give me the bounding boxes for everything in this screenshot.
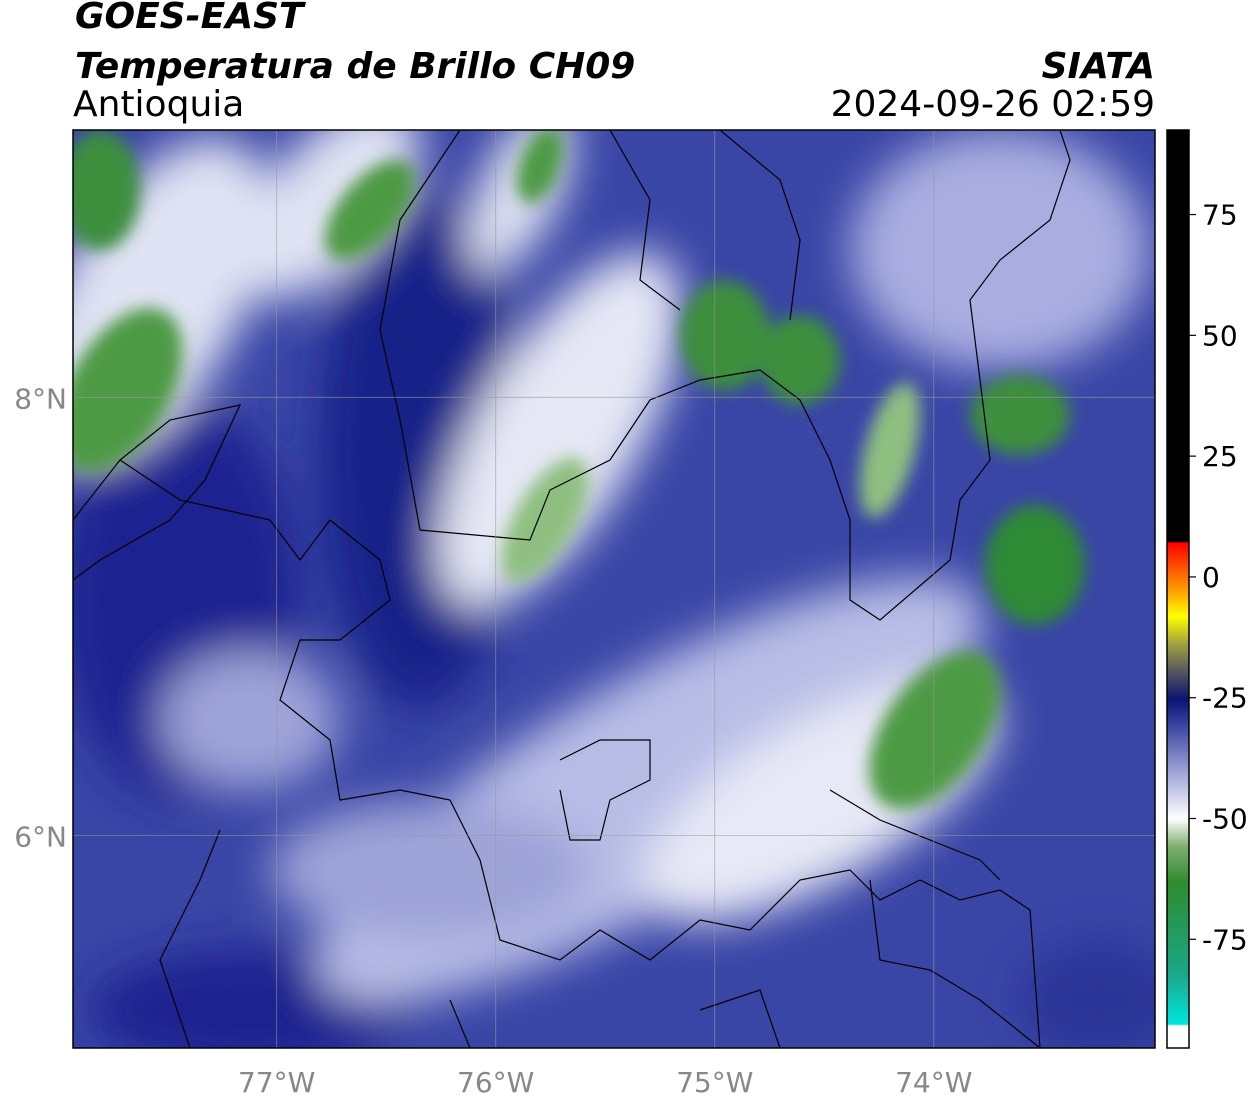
- source-label: SIATA: [1042, 46, 1155, 87]
- graticule: [73, 130, 1155, 1048]
- colorbar-tick-label: 25: [1202, 440, 1238, 473]
- colorbar-tick-label: 0: [1202, 561, 1220, 594]
- colorbar-tick-label: -25: [1202, 682, 1248, 715]
- map-image: [73, 130, 1155, 1048]
- colorbar-tick-label: -75: [1202, 923, 1248, 956]
- y-tick-label: 8°N: [14, 382, 67, 415]
- colorbar-tick-label: -50: [1202, 803, 1248, 836]
- colorbar-tick-label: 50: [1202, 319, 1238, 352]
- region-label: Antioquia: [73, 84, 244, 125]
- map-frame: [72, 129, 1156, 1049]
- satellite-title: GOES-EAST: [75, 0, 306, 37]
- x-tick-label: 76°W: [457, 1066, 534, 1099]
- colorbar-tick-label: 75: [1202, 199, 1238, 232]
- datetime-label: 2024-09-26 02:59: [831, 84, 1155, 125]
- colorbar: [1166, 129, 1190, 1049]
- x-tick-label: 77°W: [238, 1066, 315, 1099]
- product-title: Temperatura de Brillo CH09: [75, 46, 635, 87]
- x-tick-label: 74°W: [895, 1066, 972, 1099]
- y-tick-label: 6°N: [14, 820, 67, 853]
- x-tick-label: 75°W: [676, 1066, 753, 1099]
